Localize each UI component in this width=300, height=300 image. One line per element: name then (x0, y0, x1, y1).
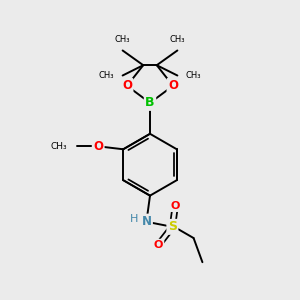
Text: CH₃: CH₃ (170, 35, 185, 44)
Text: CH₃: CH₃ (51, 142, 68, 151)
Text: CH₃: CH₃ (99, 71, 114, 80)
Text: CH₃: CH₃ (115, 35, 130, 44)
Text: B: B (145, 96, 155, 110)
Text: S: S (168, 220, 177, 233)
Text: O: O (122, 79, 132, 92)
Text: O: O (171, 201, 180, 211)
Text: O: O (93, 140, 103, 153)
Text: CH₃: CH₃ (186, 71, 201, 80)
Text: H: H (130, 214, 138, 224)
Text: O: O (168, 79, 178, 92)
Text: N: N (142, 215, 152, 228)
Text: O: O (154, 240, 163, 250)
